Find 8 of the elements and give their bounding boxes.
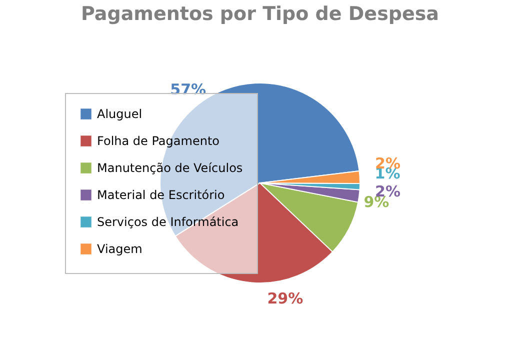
data-label: 29% — [267, 289, 304, 308]
legend-label: Aluguel — [97, 107, 142, 121]
chart-title: Pagamentos por Tipo de Despesa — [81, 3, 439, 25]
legend-label: Viagem — [97, 242, 142, 256]
legend-label: Serviços de Informática — [97, 215, 239, 229]
legend-label: Material de Escritório — [97, 188, 225, 202]
legend-label: Folha de Pagamento — [97, 134, 220, 148]
legend-label: Manutenção de Veículos — [97, 161, 243, 175]
